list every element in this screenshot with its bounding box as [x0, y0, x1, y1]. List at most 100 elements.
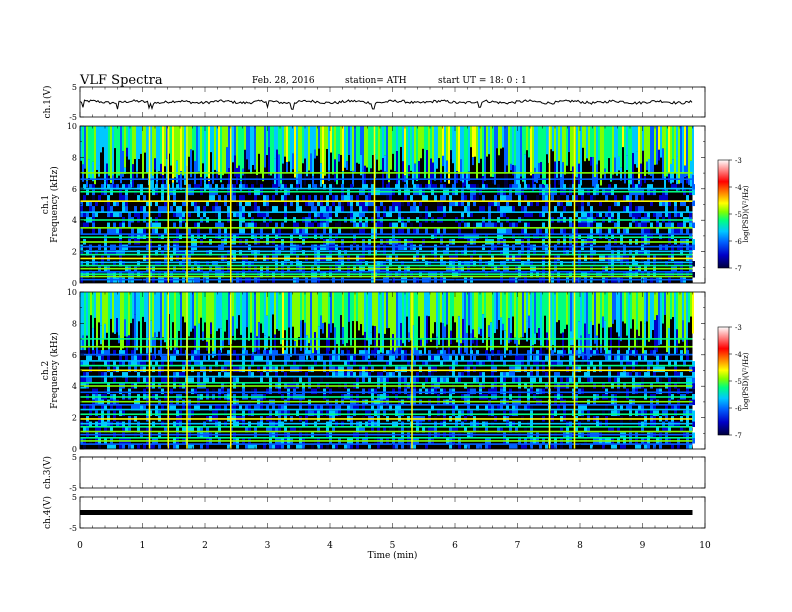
spectrogram-cell — [608, 366, 611, 373]
spectrogram-cell — [668, 377, 671, 384]
spectrogram-cell — [104, 377, 107, 384]
spectrogram-cell — [154, 158, 156, 170]
spectrogram-cell — [552, 292, 554, 346]
spectrogram-cell — [317, 200, 320, 207]
spectrogram-cell — [418, 161, 420, 178]
spectrogram-cell — [503, 211, 506, 218]
spectrogram-cell — [164, 261, 167, 267]
spectrogram-cell — [532, 126, 534, 175]
spectrogram-cell — [638, 405, 641, 411]
spectrogram-cell — [233, 410, 236, 417]
spectrogram-cell — [362, 405, 365, 411]
spectrogram-cell — [668, 126, 670, 173]
spectrogram-cell — [125, 355, 128, 362]
spectrogram-cell — [644, 233, 647, 240]
spectrogram-cell — [227, 184, 230, 190]
spectrogram-cell — [670, 292, 672, 320]
spectrogram-cell — [170, 292, 172, 351]
spectrogram-cell — [490, 126, 492, 177]
spectrogram-cell — [90, 126, 92, 179]
spectrogram-cell — [197, 233, 200, 240]
spectrogram-cell — [641, 195, 644, 201]
spectrogram-cell — [208, 353, 210, 360]
sferic-spike — [186, 126, 188, 283]
spectrogram-cell — [116, 228, 119, 234]
spectrogram-cell — [488, 292, 490, 326]
sferic-spike — [167, 126, 169, 283]
spectrogram-cell — [334, 327, 336, 357]
spectrogram-cell — [92, 350, 95, 356]
spectrogram-cell — [470, 195, 473, 201]
spectrogram-cell — [494, 195, 497, 201]
spectrogram-cell — [386, 377, 389, 384]
spectrogram-cell — [518, 377, 521, 384]
spectrogram-cell — [320, 200, 323, 207]
spectrogram-cell — [588, 292, 590, 335]
spectrogram-cell — [98, 443, 101, 449]
spectrogram-cell — [515, 443, 518, 449]
spectrogram-cell — [396, 126, 398, 152]
spectrogram-cell — [210, 322, 212, 335]
spectrogram-cell — [89, 250, 92, 256]
spectrogram-cell — [528, 315, 530, 329]
spectrogram-cell — [155, 261, 158, 267]
spectrogram-cell — [296, 200, 299, 207]
spectrogram-cell — [509, 228, 512, 234]
spectrogram-cell — [552, 126, 554, 152]
spectrogram-cell — [143, 377, 146, 384]
spectrogram-cell — [674, 405, 677, 411]
spectrogram-cell — [515, 222, 518, 229]
spectrogram-cell — [389, 355, 392, 362]
spectrogram-cell — [155, 184, 158, 190]
colorbar-tick-label: -7 — [735, 432, 742, 440]
spectrogram-cell — [152, 377, 155, 384]
spectrogram-cell — [428, 388, 431, 395]
spectrogram-cell — [500, 355, 503, 362]
spectrogram-cell — [494, 222, 497, 229]
spectrogram-cell — [122, 361, 125, 367]
spectrogram-cell — [467, 361, 470, 367]
spectrogram-cell — [266, 206, 269, 212]
spectrogram-cell — [476, 195, 479, 201]
spectrogram-cell — [107, 222, 110, 229]
spectrogram-cell — [176, 184, 179, 190]
spectrogram-cell — [404, 195, 407, 201]
spectrogram-cell — [458, 372, 461, 378]
spectrogram-cell — [686, 377, 689, 384]
spectrogram-cell — [492, 126, 494, 178]
spectrogram-cell — [260, 377, 263, 384]
spectrogram-cell — [594, 177, 596, 192]
spectrogram-cell — [646, 126, 648, 162]
spectrogram-cell — [484, 126, 486, 181]
spectrogram-cell — [500, 222, 503, 229]
spectrogram-cell — [293, 388, 296, 395]
spectrogram-cell — [344, 250, 347, 256]
spectrogram-cell — [192, 126, 194, 151]
y-tick-label: 2 — [72, 414, 77, 423]
spectrogram-cell — [89, 405, 92, 411]
spectrogram-cell — [216, 171, 218, 178]
spectrogram-cell — [506, 165, 508, 191]
spectrogram-cell — [286, 162, 288, 173]
spectrogram-cell — [644, 323, 646, 347]
spectrogram-cell — [593, 261, 596, 267]
spectrogram-cell — [632, 184, 635, 190]
spectrogram-cell — [278, 443, 281, 449]
spectrogram-cell — [160, 163, 162, 176]
spectrogram-cell — [538, 328, 540, 341]
spectrogram-cell — [311, 355, 314, 362]
spectrogram-cell — [191, 200, 194, 207]
spectrogram-cell — [413, 366, 416, 373]
spectrogram-cell — [347, 372, 350, 378]
spectrogram-cell — [356, 443, 359, 449]
spectrogram-cell — [497, 206, 500, 212]
spectrogram-cell — [662, 233, 665, 240]
spectrogram-cell — [104, 323, 106, 339]
spectrogram-cell — [226, 147, 228, 173]
spectrogram-cell — [662, 292, 664, 324]
spectrogram-cell — [518, 388, 521, 395]
spectrogram-cell — [482, 176, 484, 187]
spectrogram-cell — [413, 228, 416, 234]
spectrogram-cell — [119, 350, 122, 356]
spectrogram-cell — [176, 228, 179, 234]
